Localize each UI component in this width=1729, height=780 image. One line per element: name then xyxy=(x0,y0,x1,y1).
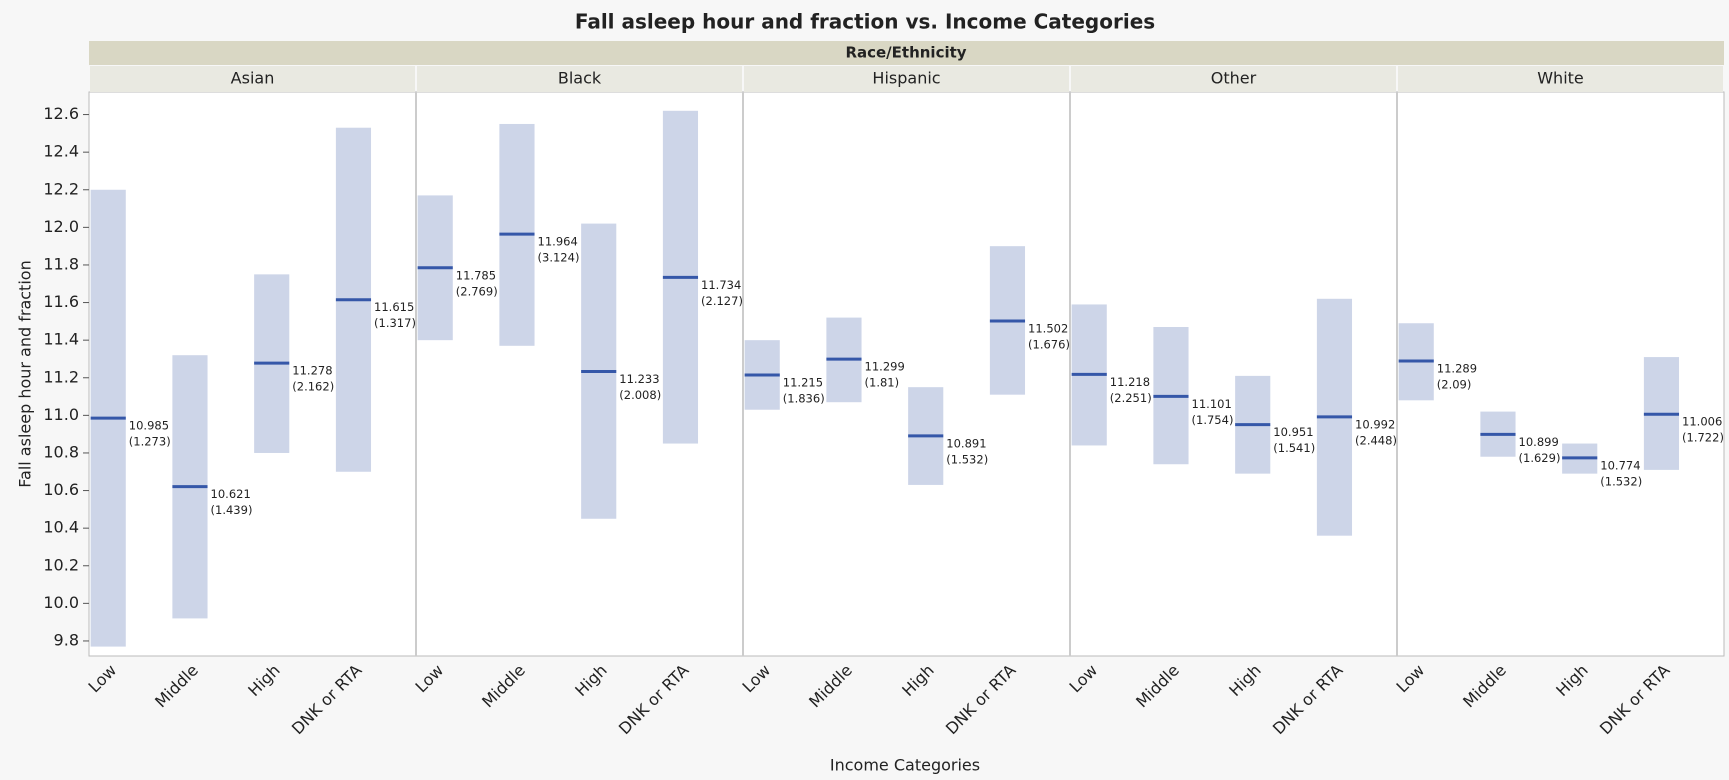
y-tick-label: 11.4 xyxy=(43,330,79,349)
mean-label: 11.101 xyxy=(1192,397,1232,411)
sd-label: (1.439) xyxy=(211,503,253,517)
y-tick-label: 11.0 xyxy=(43,405,79,424)
mean-label: 11.502 xyxy=(1028,321,1068,335)
mean-label: 11.785 xyxy=(456,268,496,282)
sd-label: (1.676) xyxy=(1028,337,1070,351)
panel-header xyxy=(90,66,415,92)
sd-label: (1.81) xyxy=(865,376,900,390)
mean-label: 10.951 xyxy=(1273,425,1313,439)
sd-label: (2.251) xyxy=(1110,391,1152,405)
facet-header xyxy=(89,41,1724,65)
panel-header xyxy=(417,66,742,92)
mean-label: 11.006 xyxy=(1682,415,1722,429)
y-tick-label: 11.6 xyxy=(43,292,79,311)
sd-label: (2.162) xyxy=(292,380,334,394)
panel-header xyxy=(1398,66,1723,92)
y-axis-title: Fall asleep hour and fraction xyxy=(16,260,35,487)
mean-label: 10.621 xyxy=(211,487,251,501)
mean-label: 11.215 xyxy=(783,375,823,389)
chart-title: Fall asleep hour and fraction vs. Income… xyxy=(575,10,1155,34)
sd-label: (2.09) xyxy=(1437,378,1472,392)
panel-header xyxy=(1071,66,1396,92)
mean-label: 10.774 xyxy=(1600,458,1640,472)
sd-label: (1.541) xyxy=(1273,441,1315,455)
y-tick-label: 10.2 xyxy=(43,555,79,574)
mean-label: 11.218 xyxy=(1110,375,1150,389)
sd-label: (2.448) xyxy=(1355,433,1397,447)
mean-label: 10.985 xyxy=(129,419,169,433)
mean-label: 10.992 xyxy=(1355,417,1395,431)
mean-label: 11.615 xyxy=(374,300,414,314)
y-tick-label: 10.6 xyxy=(43,480,79,499)
y-tick-label: 12.6 xyxy=(43,104,79,123)
sd-label: (2.008) xyxy=(619,388,661,402)
y-tick-label: 9.8 xyxy=(54,630,79,649)
y-tick-label: 11.2 xyxy=(43,367,79,386)
panel-label: Black xyxy=(558,69,602,88)
sd-label: (1.836) xyxy=(783,391,825,405)
sd-label: (1.754) xyxy=(1192,413,1234,427)
y-tick-label: 12.0 xyxy=(43,217,79,236)
panel-label: Asian xyxy=(231,69,275,88)
sd-label: (3.124) xyxy=(538,251,580,265)
y-tick-label: 12.2 xyxy=(43,179,79,198)
plot-area xyxy=(88,91,1725,657)
sd-label: (2.127) xyxy=(701,294,743,308)
mean-label: 10.891 xyxy=(946,436,986,450)
x-axis-title: Income Categories xyxy=(830,756,980,775)
sd-label: (1.317) xyxy=(374,316,416,330)
sd-label: (2.769) xyxy=(456,284,498,298)
y-tick-label: 10.0 xyxy=(43,593,79,612)
mean-label: 11.289 xyxy=(1437,362,1477,376)
sd-label: (1.532) xyxy=(1600,474,1642,488)
panel-label: White xyxy=(1537,69,1584,88)
mean-label: 11.734 xyxy=(701,278,741,292)
panel-header xyxy=(744,66,1069,92)
y-tick-label: 12.4 xyxy=(43,142,79,161)
mean-label: 11.233 xyxy=(619,372,659,386)
sd-label: (1.273) xyxy=(129,435,171,449)
mean-label: 11.278 xyxy=(292,364,332,378)
facet-label: Race/Ethnicity xyxy=(845,44,966,62)
sd-label: (1.629) xyxy=(1519,451,1561,465)
y-tick-label: 10.4 xyxy=(43,518,79,537)
mean-label: 11.964 xyxy=(538,235,578,249)
sd-label: (1.722) xyxy=(1682,431,1724,445)
y-tick-label: 11.8 xyxy=(43,254,79,273)
mean-label: 11.299 xyxy=(865,360,905,374)
panel-label: Other xyxy=(1211,69,1257,88)
y-tick-label: 10.8 xyxy=(43,442,79,461)
mean-label: 10.899 xyxy=(1519,435,1559,449)
panel-label: Hispanic xyxy=(872,69,940,88)
sd-label: (1.532) xyxy=(946,452,988,466)
